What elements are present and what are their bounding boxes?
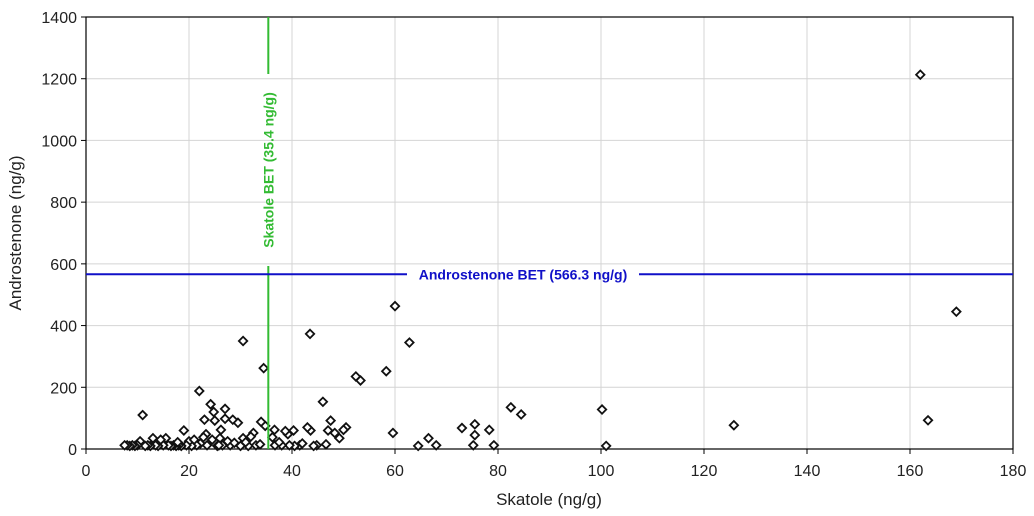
data-point [950,306,962,318]
data-point [240,436,252,448]
data-point [914,69,926,81]
data-point [266,431,278,443]
data-point [273,436,285,448]
data-point [178,425,190,436]
data-point [219,413,231,425]
data-point [215,424,227,436]
data-point [137,409,149,421]
x-tick-label: 0 [82,463,91,480]
grid-lines [86,17,1013,449]
data-point [320,438,332,450]
data-point [515,408,527,420]
y-tick-label: 200 [50,380,77,397]
data-point [219,403,231,415]
data-point [296,437,308,449]
data-point [147,432,159,444]
x-tick-label: 160 [897,463,924,480]
data-point [728,419,740,431]
data-point [283,439,295,451]
data-point [301,421,313,433]
reference-lines: Skatole BET (35.4 ng/g) Androstenone BET … [86,17,1013,449]
y-axis-ticks: 0 200 400 600 800 1000 1200 1400 [41,10,86,459]
data-point [423,432,434,444]
data-point [119,439,131,451]
data-point [193,385,205,397]
y-tick-label: 800 [50,195,77,212]
x-tick-label: 100 [588,463,615,480]
data-point [208,406,220,418]
x-tick-label: 140 [794,463,821,480]
x-tick-label: 40 [283,463,301,480]
data-point [333,432,345,444]
data-point [325,415,337,427]
x-tick-label: 80 [489,463,507,480]
data-point [308,440,320,452]
data-point [596,404,608,415]
y-tick-label: 1400 [41,10,77,27]
androstenone-bet-label: Androstenone BET (566.3 ng/g) [419,266,627,282]
data-point [279,425,291,437]
data-point [488,439,500,451]
data-point [467,439,479,451]
data-point [505,401,517,413]
data-point [469,418,481,430]
data-point [237,335,249,347]
data-point [483,424,495,436]
data-point [387,427,399,439]
data-point [600,440,612,452]
data-point [322,425,334,436]
data-point [258,362,270,374]
x-tick-label: 120 [691,463,718,480]
data-point [412,440,424,452]
y-tick-label: 400 [50,319,77,336]
data-point [139,440,151,452]
data-point [188,434,200,446]
y-tick-label: 0 [68,442,77,459]
x-axis-title: Skatole (ng/g) [496,490,602,509]
data-point [205,398,217,410]
x-tick-label: 60 [386,463,404,480]
y-tick-label: 600 [50,257,77,274]
data-point [403,337,415,349]
data-point [338,424,349,436]
data-point [206,434,218,446]
data-point [469,429,481,441]
x-axis-ticks: 0 20 40 60 80 100 120 140 160 180 [82,449,1027,480]
data-point [350,371,362,382]
data-point [172,436,184,448]
data-point [254,438,266,450]
data-point [389,300,401,312]
data-point [430,439,442,451]
data-point [245,431,257,443]
x-tick-label: 180 [1000,463,1027,480]
data-points [119,69,962,452]
plot-area-frame [85,16,1014,450]
data-point [380,365,392,377]
data-point [228,437,240,449]
data-point [213,439,225,451]
data-point [317,396,329,408]
data-point [456,422,468,434]
x-tick-label: 20 [180,463,198,480]
data-point [922,414,934,426]
data-point [255,416,267,428]
skatole-bet-label: Skatole BET (35.4 ng/g) [260,92,276,248]
data-point [209,415,221,427]
y-axis-title: Androstenone (ng/g) [6,156,25,311]
y-tick-label: 1000 [41,133,77,150]
data-point [304,328,316,340]
data-point [198,414,210,426]
y-tick-label: 1200 [41,72,77,89]
